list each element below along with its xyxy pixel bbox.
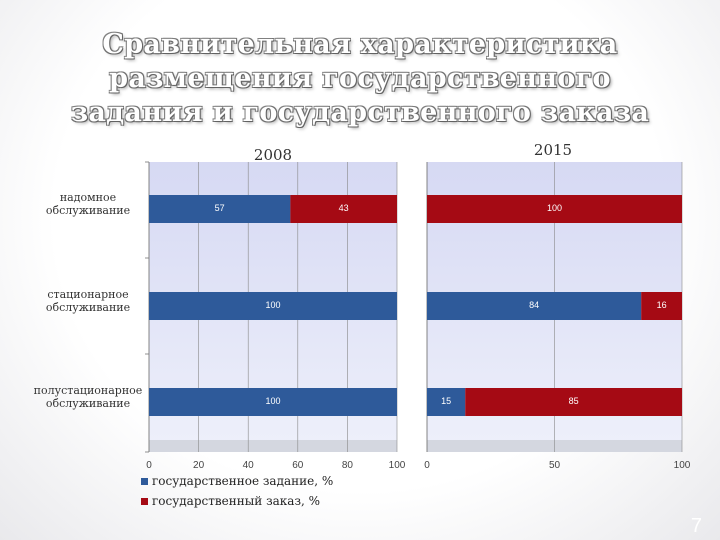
data-label: 16: [657, 300, 667, 310]
plot-title: 2015: [534, 141, 572, 159]
legend-swatch: [141, 478, 148, 485]
x-tick-label: 0: [146, 460, 152, 471]
data-label: 43: [339, 203, 349, 213]
plot-1: 0 50 100 2015 100 84 16 15 85: [424, 141, 691, 471]
category-label: надомное обслуживание: [46, 191, 130, 217]
data-label: 100: [265, 396, 280, 406]
data-label: 85: [569, 396, 579, 406]
category-label: полустационарное обслуживание: [34, 384, 143, 410]
plot-title: 2008: [254, 146, 292, 164]
x-tick-label: 60: [292, 460, 304, 471]
legend-swatch: [141, 498, 148, 505]
x-tick-label: 0: [424, 460, 430, 471]
data-label: 100: [547, 203, 562, 213]
bar-gos-zakaz: [465, 388, 682, 416]
category-label: стационарное обслуживание: [46, 288, 130, 314]
plot-0: 0 20 40 60 80 100 2008 57 43 надомное обслуживание…: [34, 146, 406, 471]
bar-gos-zadanie: [149, 388, 397, 416]
data-label: 57: [215, 203, 225, 213]
plot-floor: [149, 440, 397, 452]
x-tick-label: 100: [389, 460, 406, 471]
x-tick-label: 40: [243, 460, 255, 471]
x-tick-label: 100: [674, 460, 691, 471]
slide-number: 7: [690, 515, 702, 537]
bar-gos-zadanie: [149, 292, 397, 320]
slide-title: Сравнительная характеристика размещения …: [70, 29, 650, 128]
bar-gos-zakaz: [290, 195, 397, 223]
bar-gos-zadanie: [427, 292, 642, 320]
bar-gos-zadanie: [149, 195, 291, 223]
chart-legend: государственное задание, % государственны…: [141, 474, 333, 508]
data-label: 100: [265, 300, 280, 310]
x-tick-label: 50: [549, 460, 561, 471]
bar-gos-zakaz: [641, 292, 682, 320]
legend-label: государственный заказ, %: [152, 494, 320, 508]
data-label: 84: [529, 300, 539, 310]
data-label: 15: [441, 396, 451, 406]
x-tick-label: 20: [193, 460, 205, 471]
x-tick-label: 80: [342, 460, 354, 471]
legend-label: государственное задание, %: [152, 474, 333, 488]
bar-gos-zadanie: [427, 388, 466, 416]
bar-gos-zakaz: [427, 195, 682, 223]
